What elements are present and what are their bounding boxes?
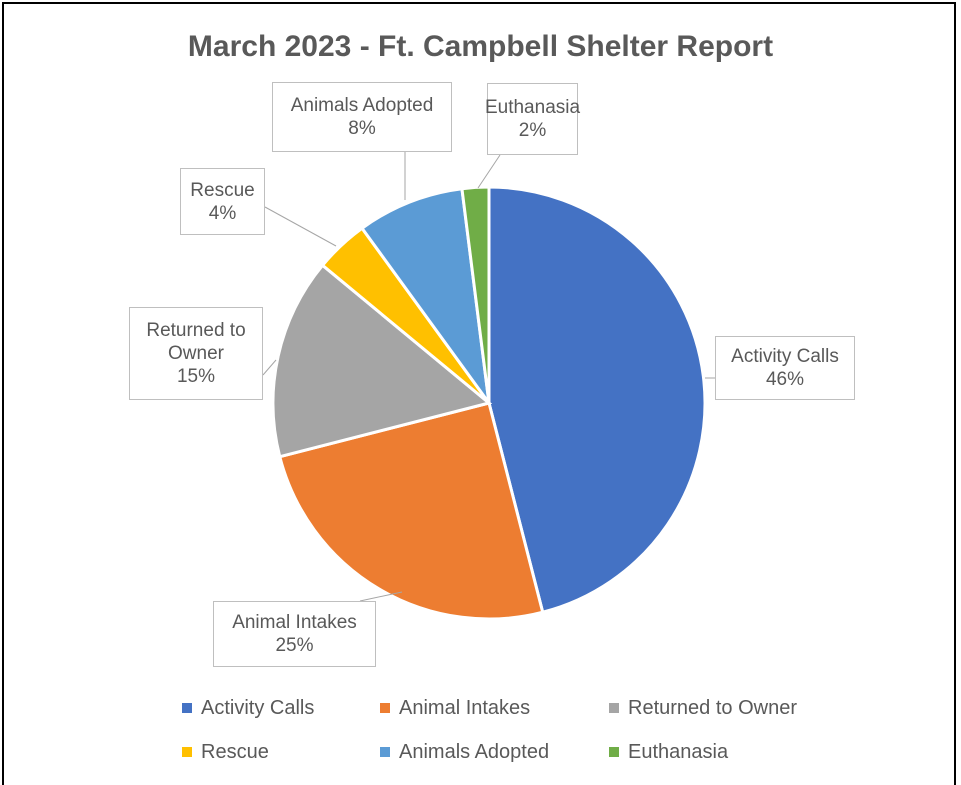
legend-entry: Returned to Owner [609,696,797,720]
legend-swatch [609,703,619,713]
legend-entry: Rescue [182,740,269,764]
data-label-category: Animals Adopted [290,95,434,116]
data-label-category: Activity Calls [731,346,839,367]
data-label-value: 25% [275,635,314,656]
legend-label: Activity Calls [201,696,315,719]
data-label: Returned to Owner 15% [129,307,263,400]
data-label: Animals Adopted 8% [272,82,452,152]
data-label-value: 8% [348,118,376,139]
data-label-value: 4% [208,202,237,224]
data-label-category: Returned to Owner [146,320,246,364]
leader-line [359,591,403,602]
data-label: Animal Intakes 25% [213,601,376,667]
legend-swatch [609,747,619,757]
pie-slice [487,185,707,615]
legend-label: Euthanasia [628,740,729,763]
data-label-value: 15% [176,366,216,387]
data-label-value: 46% [765,369,805,390]
data-label: Activity Calls 46% [715,336,855,400]
legend-swatch [182,703,192,713]
legend-swatch [380,747,390,757]
legend-entry: Euthanasia [609,740,728,764]
pie-slice [359,187,491,404]
pie-slice [277,401,545,621]
leader-line [262,359,277,376]
chart-title: March 2023 - Ft. Campbell Shelter Report [187,30,774,63]
data-label-value: 2% [518,120,547,141]
data-label: Rescue 4% [180,168,265,235]
legend-entry: Animal Intakes [380,696,530,720]
pie-slice [271,263,493,459]
legend-label: Animals Adopted [399,740,550,763]
data-label-category: Euthanasia [484,97,581,118]
data-label: Euthanasia 2% [484,83,581,155]
legend-swatch [182,747,192,757]
data-label-category: Rescue [190,179,255,201]
leader-line [264,206,337,247]
legend-label: Animal Intakes [399,696,531,719]
data-label-category: Animal Intakes [232,612,357,633]
pie-slice [460,185,491,404]
legend-label: Returned to Owner [628,696,797,719]
legend-entry: Activity Calls [182,696,314,720]
legend-swatch [380,703,390,713]
legend-entry: Animals Adopted [380,740,549,764]
legend-label: Rescue [201,740,269,763]
leader-line [477,154,501,189]
